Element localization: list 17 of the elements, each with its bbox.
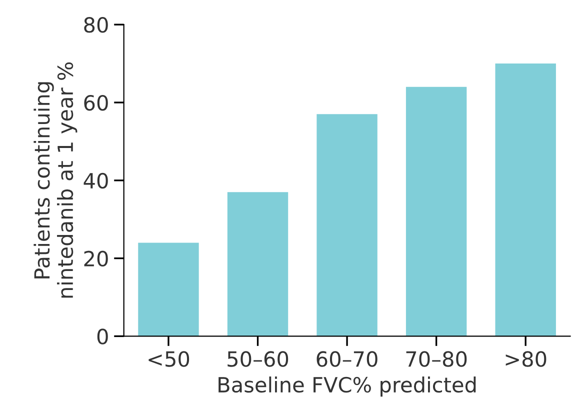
y-tick-label: 0 bbox=[97, 328, 108, 344]
y-tick-label: 20 bbox=[84, 250, 108, 267]
bar bbox=[495, 64, 556, 336]
y-tick-label: 60 bbox=[84, 94, 108, 111]
x-tick-label: <50 bbox=[148, 351, 190, 367]
bar bbox=[406, 86, 467, 336]
x-tick-label: 50–60 bbox=[228, 351, 288, 367]
y-tick-label: 80 bbox=[84, 17, 108, 33]
bar bbox=[138, 242, 199, 336]
bar bbox=[227, 192, 288, 336]
x-tick-label: >80 bbox=[506, 351, 546, 367]
x-axis-title: Baseline FVC% predicted bbox=[218, 376, 476, 397]
bar bbox=[316, 114, 378, 336]
y-axis-title: Patients continuing nintedanib at 1 year % bbox=[34, 62, 78, 298]
x-tick-label: 70–80 bbox=[406, 351, 467, 367]
y-tick-label: 40 bbox=[84, 172, 108, 189]
x-tick-label: 60–70 bbox=[316, 351, 378, 367]
